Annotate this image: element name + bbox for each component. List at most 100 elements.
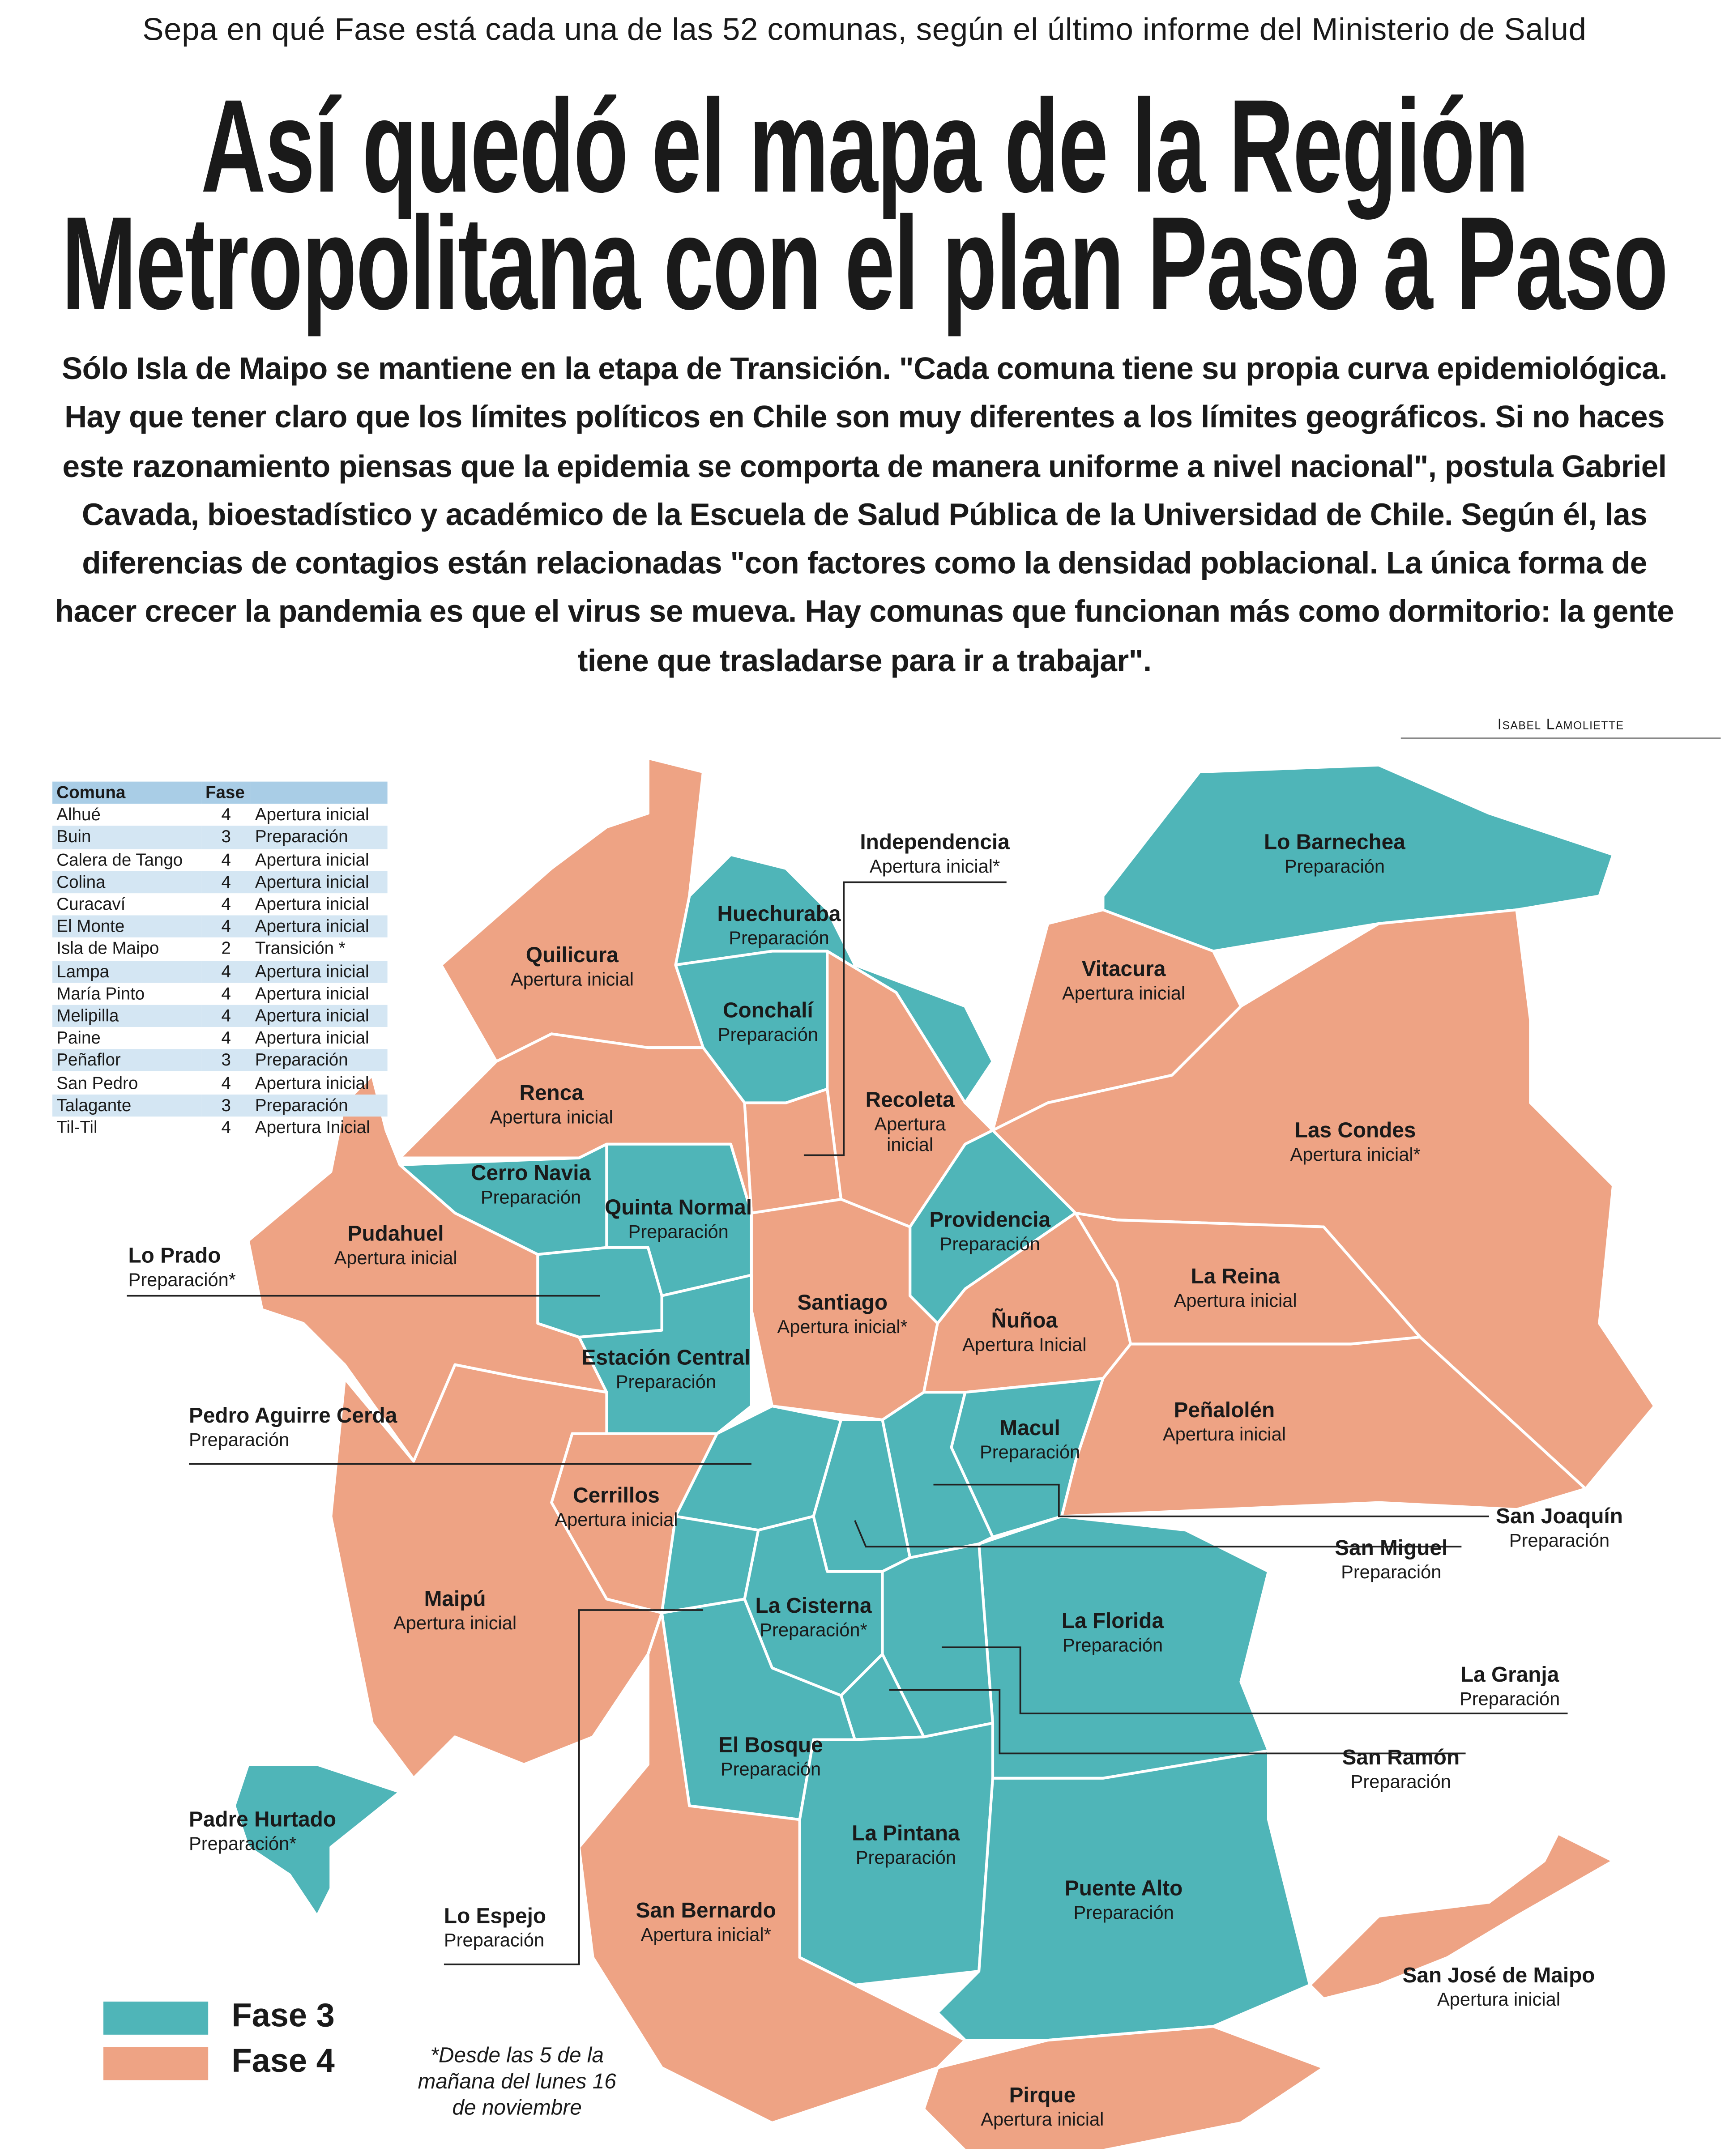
comuna-label-la-florida: La Florida Preparación <box>1062 1610 1164 1656</box>
comuna-name: San José de Maipo <box>1402 1964 1595 1988</box>
comuna-name: Maipú <box>424 1588 486 1612</box>
cell-comuna: Alhué <box>56 805 101 825</box>
leader-line-independencia <box>803 881 1007 1156</box>
comuna-status: Preparación <box>1460 1688 1560 1709</box>
table-row: Paine 4 Apertura inicial <box>52 1027 388 1049</box>
cell-status: Apertura Inicial <box>255 1117 370 1138</box>
cell-fase: 4 <box>221 1073 231 1093</box>
comuna-name: Cerrillos <box>573 1484 660 1508</box>
comuna-status: Preparación* <box>760 1619 867 1640</box>
comuna-name: Vitacura <box>1081 958 1166 982</box>
cell-status: Apertura inicial <box>255 805 369 825</box>
cell-fase: 4 <box>201 960 251 983</box>
table-row: Talagante 3 Preparación <box>52 1094 388 1116</box>
table-row: Til-Til 4 Apertura Inicial <box>52 1116 388 1139</box>
comuna-region-puente-alto <box>936 1749 1311 2042</box>
comuna-label-renca: Renca Apertura inicial <box>490 1082 613 1128</box>
table-row: Alhué 4 Apertura inicial <box>52 804 388 827</box>
cell-fase: 4 <box>221 805 231 825</box>
lede-paragraph: Sólo Isla de Maipo se mantiene en la eta… <box>55 351 1674 678</box>
cell-fase: 4 <box>221 850 231 869</box>
comuna-name: San Miguel <box>1335 1537 1448 1561</box>
footnote: *Desde las 5 de la mañana del lunes 16 d… <box>418 2044 616 2120</box>
cell-fase: 3 <box>201 1049 251 1072</box>
cell-comuna: Lampa <box>52 960 201 983</box>
cell-status: Apertura inicial <box>255 895 369 914</box>
cell-status: Transición * <box>255 939 346 959</box>
comuna-region-lo-prado <box>536 1246 663 1339</box>
leader-line-la-granja <box>941 1646 1568 1714</box>
comuna-name: Santiago <box>797 1291 888 1315</box>
comuna-region-lo-espejo <box>660 1515 760 1615</box>
comuna-region-san-jose-de-maipo <box>1308 1832 1615 2000</box>
comuna-status: Apertura inicial <box>1062 982 1186 1004</box>
comuna-status: Apertura inicial <box>510 969 634 990</box>
comuna-label-lo-espejo: Lo Espejo Preparación <box>444 1905 546 1951</box>
comuna-status: Preparación <box>615 1371 716 1392</box>
comuna-label-lo-barnechea: Lo Barnechea Preparación <box>1264 831 1405 878</box>
comuna-name: La Florida <box>1061 1610 1164 1634</box>
table-row: Colina 4 Apertura inicial <box>52 871 388 893</box>
comuna-region-quilicura <box>440 757 705 1063</box>
comuna-status: Apertura inicial <box>1174 1290 1297 1311</box>
comuna-label-quinta-normal: Quinta Normal Preparación <box>605 1197 752 1243</box>
comuna-name: Pudahuel <box>347 1223 444 1246</box>
comuna-label-pirque: Pirque Apertura inicial <box>981 2084 1104 2130</box>
comuna-status: Apertura inicial <box>555 1509 678 1530</box>
table-row: Melipilla 4 Apertura inicial <box>52 1005 388 1027</box>
comuna-label-maipu: Maipú Apertura inicial <box>393 1588 517 1634</box>
comuna-status: Preparación <box>717 1024 818 1045</box>
table-row: Isla de Maipo 2 Transición * <box>52 938 388 960</box>
comuna-status: Apertura inicial <box>981 2109 1104 2130</box>
cell-comuna: Peñaflor <box>52 1049 201 1072</box>
cell-fase: 4 <box>221 1117 231 1138</box>
cell-fase: 2 <box>221 939 231 959</box>
byline: Isabel Lamoliette <box>1400 717 1721 739</box>
legend-swatch <box>103 2001 209 2035</box>
comuna-name: San Joaquín <box>1496 1505 1623 1529</box>
comuna-name: Quinta Normal <box>605 1196 752 1220</box>
col-status <box>251 781 388 804</box>
comuna-name: Padre Hurtado <box>189 1808 337 1832</box>
comuna-status: Preparación <box>729 927 829 948</box>
comuna-name: San Bernardo <box>636 1899 776 1923</box>
comuna-name: La Cisterna <box>755 1595 872 1619</box>
comuna-name: Lo Prado <box>128 1244 221 1269</box>
cell-status: Apertura inicial <box>255 850 369 869</box>
comuna-label-nunoa: Ñuñoa Apertura Inicial <box>962 1309 1086 1355</box>
comuna-label-providencia: Providencia Preparación <box>929 1209 1050 1255</box>
col-fase: Fase <box>201 781 251 804</box>
comuna-label-san-joaquin: San Joaquín Preparación <box>1496 1505 1623 1551</box>
comuna-status: Preparación <box>1073 1902 1174 1923</box>
comuna-label-cerro-navia: Cerro Navia Preparación <box>471 1162 591 1208</box>
cell-comuna: Paine <box>56 1028 101 1048</box>
comuna-region-pirque <box>922 2025 1325 2152</box>
comuna-name: San Ramón <box>1342 1746 1460 1770</box>
comuna-status: Preparación <box>1350 1771 1451 1792</box>
comuna-status: Apertura inicial <box>334 1247 457 1268</box>
table-row: El Monte 4 Apertura inicial <box>52 915 388 938</box>
comuna-label-penalolen: Peñalolén Apertura inicial <box>1163 1399 1286 1445</box>
comuna-name: Pirque <box>1009 2084 1076 2108</box>
cell-status: Preparación <box>251 1094 388 1116</box>
leader-line-san-miguel <box>854 1520 1462 1548</box>
comuna-label-cerrillos: Cerrillos Apertura inicial <box>555 1485 678 1531</box>
comuna-label-pedro-aguirre-cerda: Pedro Aguirre Cerda Preparación <box>189 1405 397 1451</box>
subtitle: Sepa en qué Fase está cada una de las 52… <box>142 11 1587 47</box>
cell-fase: 4 <box>221 1028 231 1048</box>
comuna-label-la-pintana: La Pintana Preparación <box>852 1822 960 1868</box>
comuna-label-macul: Macul Preparación <box>980 1417 1080 1463</box>
cell-status: Apertura inicial <box>255 984 369 1003</box>
comuna-label-la-reina: La Reina Apertura inicial <box>1174 1265 1297 1312</box>
cell-fase: 4 <box>221 984 231 1003</box>
comuna-label-huechuraba: Huechuraba Preparación <box>717 903 841 949</box>
cell-status: Preparación <box>251 1049 388 1072</box>
comuna-name: Peñalolén <box>1174 1399 1275 1423</box>
comuna-name: Lo Espejo <box>444 1905 546 1929</box>
cell-status: Apertura inicial <box>251 1005 388 1027</box>
cell-fase: 4 <box>201 871 251 893</box>
cell-status: Apertura inicial <box>251 960 388 983</box>
comuna-name: La Granja <box>1460 1664 1559 1687</box>
cell-status: Apertura inicial <box>255 1073 369 1093</box>
